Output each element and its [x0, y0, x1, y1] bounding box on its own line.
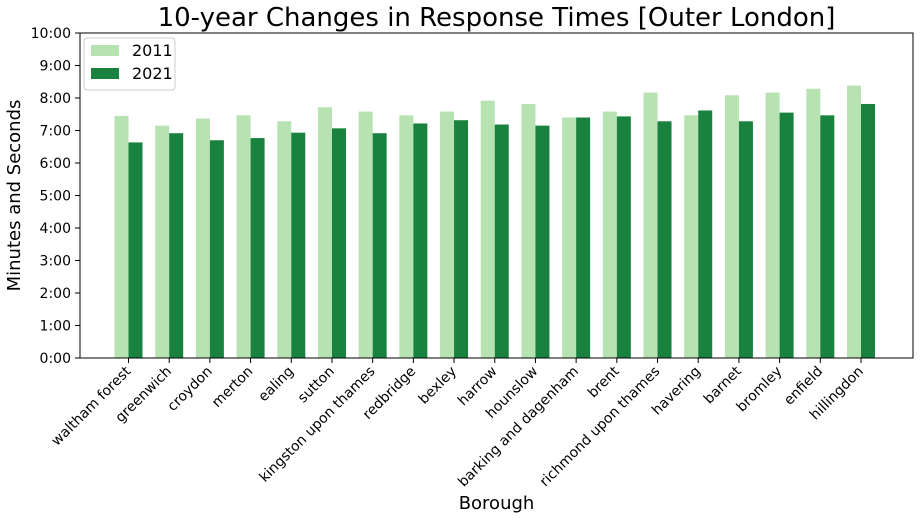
legend-label-2021: 2021 [132, 64, 173, 83]
bar-2021-kingston-upon-thames [372, 133, 387, 358]
x-tick-label: bexley [416, 364, 460, 408]
bar-2021-barking-and-dagenham [576, 117, 591, 358]
x-tick-label: bromley [734, 364, 786, 416]
bar-2021-waltham-forest [128, 142, 143, 358]
y-tick-label: 10:00 [31, 26, 71, 42]
y-tick-label: 6:00 [40, 156, 71, 172]
bar-2011-enfield [806, 88, 821, 359]
y-tick-label: 5:00 [40, 189, 71, 205]
plot-frame [79, 32, 914, 359]
bar-2011-hounslow [521, 103, 536, 358]
chart-title: 10-year Changes in Response Times [Outer… [158, 3, 836, 33]
bar-2011-bromley [765, 92, 780, 358]
bar-2021-havering [698, 110, 713, 358]
bar-2021-brent [616, 116, 631, 359]
bar-2021-redbridge [413, 123, 428, 358]
bar-2011-ealing [277, 121, 292, 359]
bar-2011-croydon [195, 118, 210, 358]
y-axis-ticks: 0:00 1:00 2:00 3:00 4:00 5:00 6:00 7:00 8:00 9:00… [31, 26, 80, 367]
bar-2021-merton [250, 138, 265, 358]
bar-2021-croydon [209, 140, 224, 358]
y-tick-label: 3:00 [40, 254, 71, 270]
bar-2011-barking-and-dagenham [562, 117, 577, 358]
legend-swatch-2021 [91, 68, 119, 79]
bar-2011-waltham-forest [114, 115, 129, 358]
bars-group [114, 85, 875, 359]
bar-2011-merton [236, 115, 251, 358]
y-tick-label: 8:00 [40, 91, 71, 107]
x-axis-title: Borough [459, 493, 535, 514]
x-tick-label: ealing [256, 364, 298, 406]
y-tick-label: 7:00 [40, 124, 71, 140]
bar-2011-richmond-upon-thames [643, 92, 658, 358]
y-tick-label: 4:00 [40, 221, 71, 237]
legend-swatch-2011 [91, 45, 119, 56]
bar-2021-bexley [454, 120, 469, 358]
bar-2011-kingston-upon-thames [358, 111, 373, 359]
bar-2011-redbridge [399, 115, 414, 358]
bar-2011-greenwich [155, 125, 170, 358]
legend-label-2011: 2011 [132, 41, 173, 60]
legend: 2011 2021 [83, 37, 176, 91]
bar-2021-hillingdon [861, 103, 875, 358]
bar-2011-brent [602, 111, 617, 359]
bar-2011-havering [684, 115, 699, 358]
y-tick-label: 1:00 [40, 319, 71, 335]
bar-2021-greenwich [169, 133, 184, 358]
bar-2021-bromley [779, 112, 794, 358]
bar-2021-richmond-upon-thames [657, 121, 672, 359]
bar-2011-bexley [440, 111, 455, 359]
bar-2021-sutton [331, 128, 346, 358]
bar-2021-ealing [291, 132, 306, 358]
y-tick-label: 9:00 [40, 59, 71, 75]
bar-2021-enfield [820, 115, 835, 358]
y-tick-label: 2:00 [40, 286, 71, 302]
x-tick-label: merton [209, 364, 256, 411]
bar-2021-harrow [494, 124, 509, 359]
y-axis-title: Minutes and Seconds [4, 100, 25, 292]
x-tick-label: brent [585, 363, 623, 401]
bar-2011-sutton [317, 107, 332, 358]
bar-2011-hillingdon [847, 85, 861, 359]
x-tick-label: croydon [165, 364, 216, 415]
bar-2011-harrow [480, 100, 495, 358]
bar-2011-barnet [724, 95, 739, 359]
bar-2021-hounslow [535, 125, 550, 358]
bar-2021-barnet [738, 121, 753, 359]
y-tick-label: 0:00 [40, 351, 71, 367]
